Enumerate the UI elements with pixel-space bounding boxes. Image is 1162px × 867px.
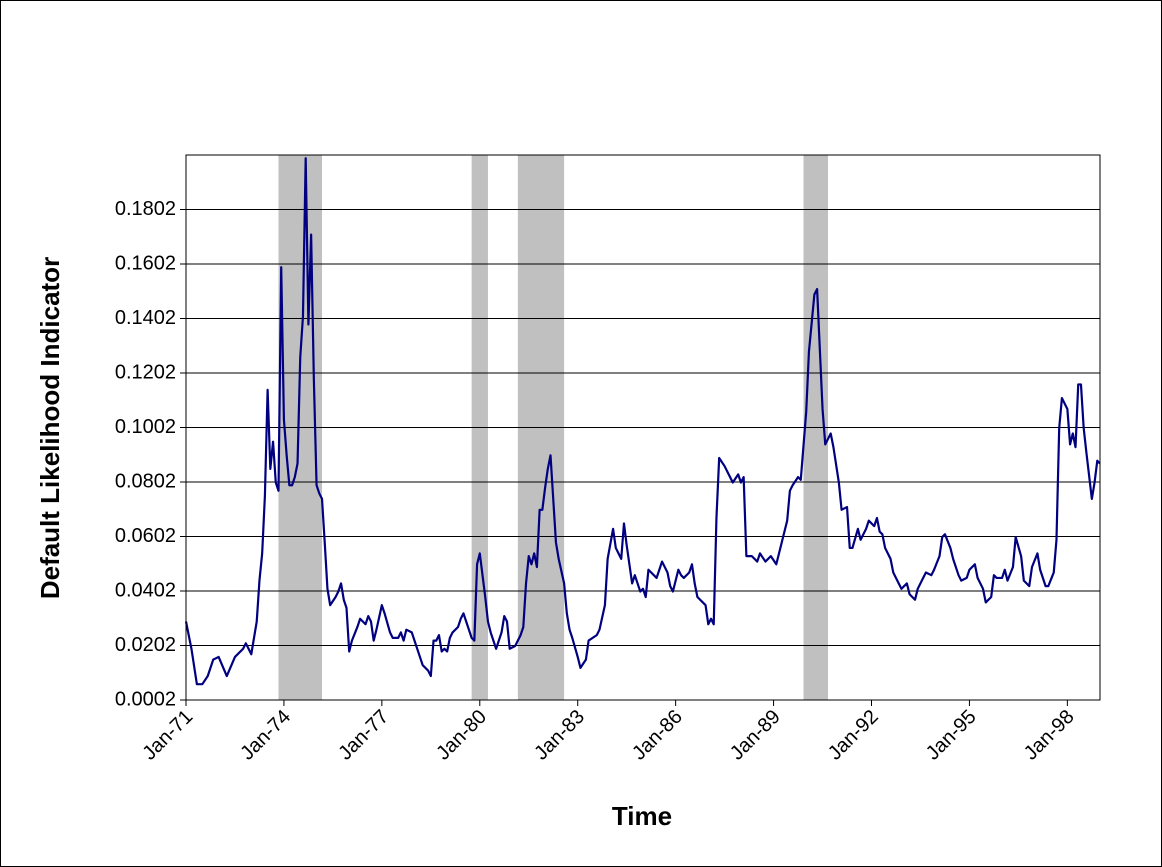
- y-tick-label: 0.1402: [115, 307, 176, 329]
- y-tick-label: 0.0402: [115, 579, 176, 601]
- data-line: [184, 157, 1101, 686]
- y-tick-label: 0.1802: [115, 198, 176, 220]
- y-axis-title: Default Likelihood Indicator: [35, 257, 65, 599]
- plot-border: [185, 154, 1101, 701]
- y-tick-label: 0.1602: [115, 252, 176, 274]
- y-tick-label: 0.0002: [115, 688, 176, 710]
- y-tick-label: 0.0602: [115, 525, 176, 547]
- plot-area: 0.0002 0.0202 0.0402 0.0602 0.0802 0.1002 0.12…: [115, 154, 1101, 765]
- y-tick-label: 0.1202: [115, 361, 176, 383]
- y-tick-label: 0.0202: [115, 634, 176, 656]
- y-tick-label: 0.0802: [115, 470, 176, 492]
- y-tick-label: 0.1002: [115, 416, 176, 438]
- x-axis-title: Time: [612, 801, 672, 831]
